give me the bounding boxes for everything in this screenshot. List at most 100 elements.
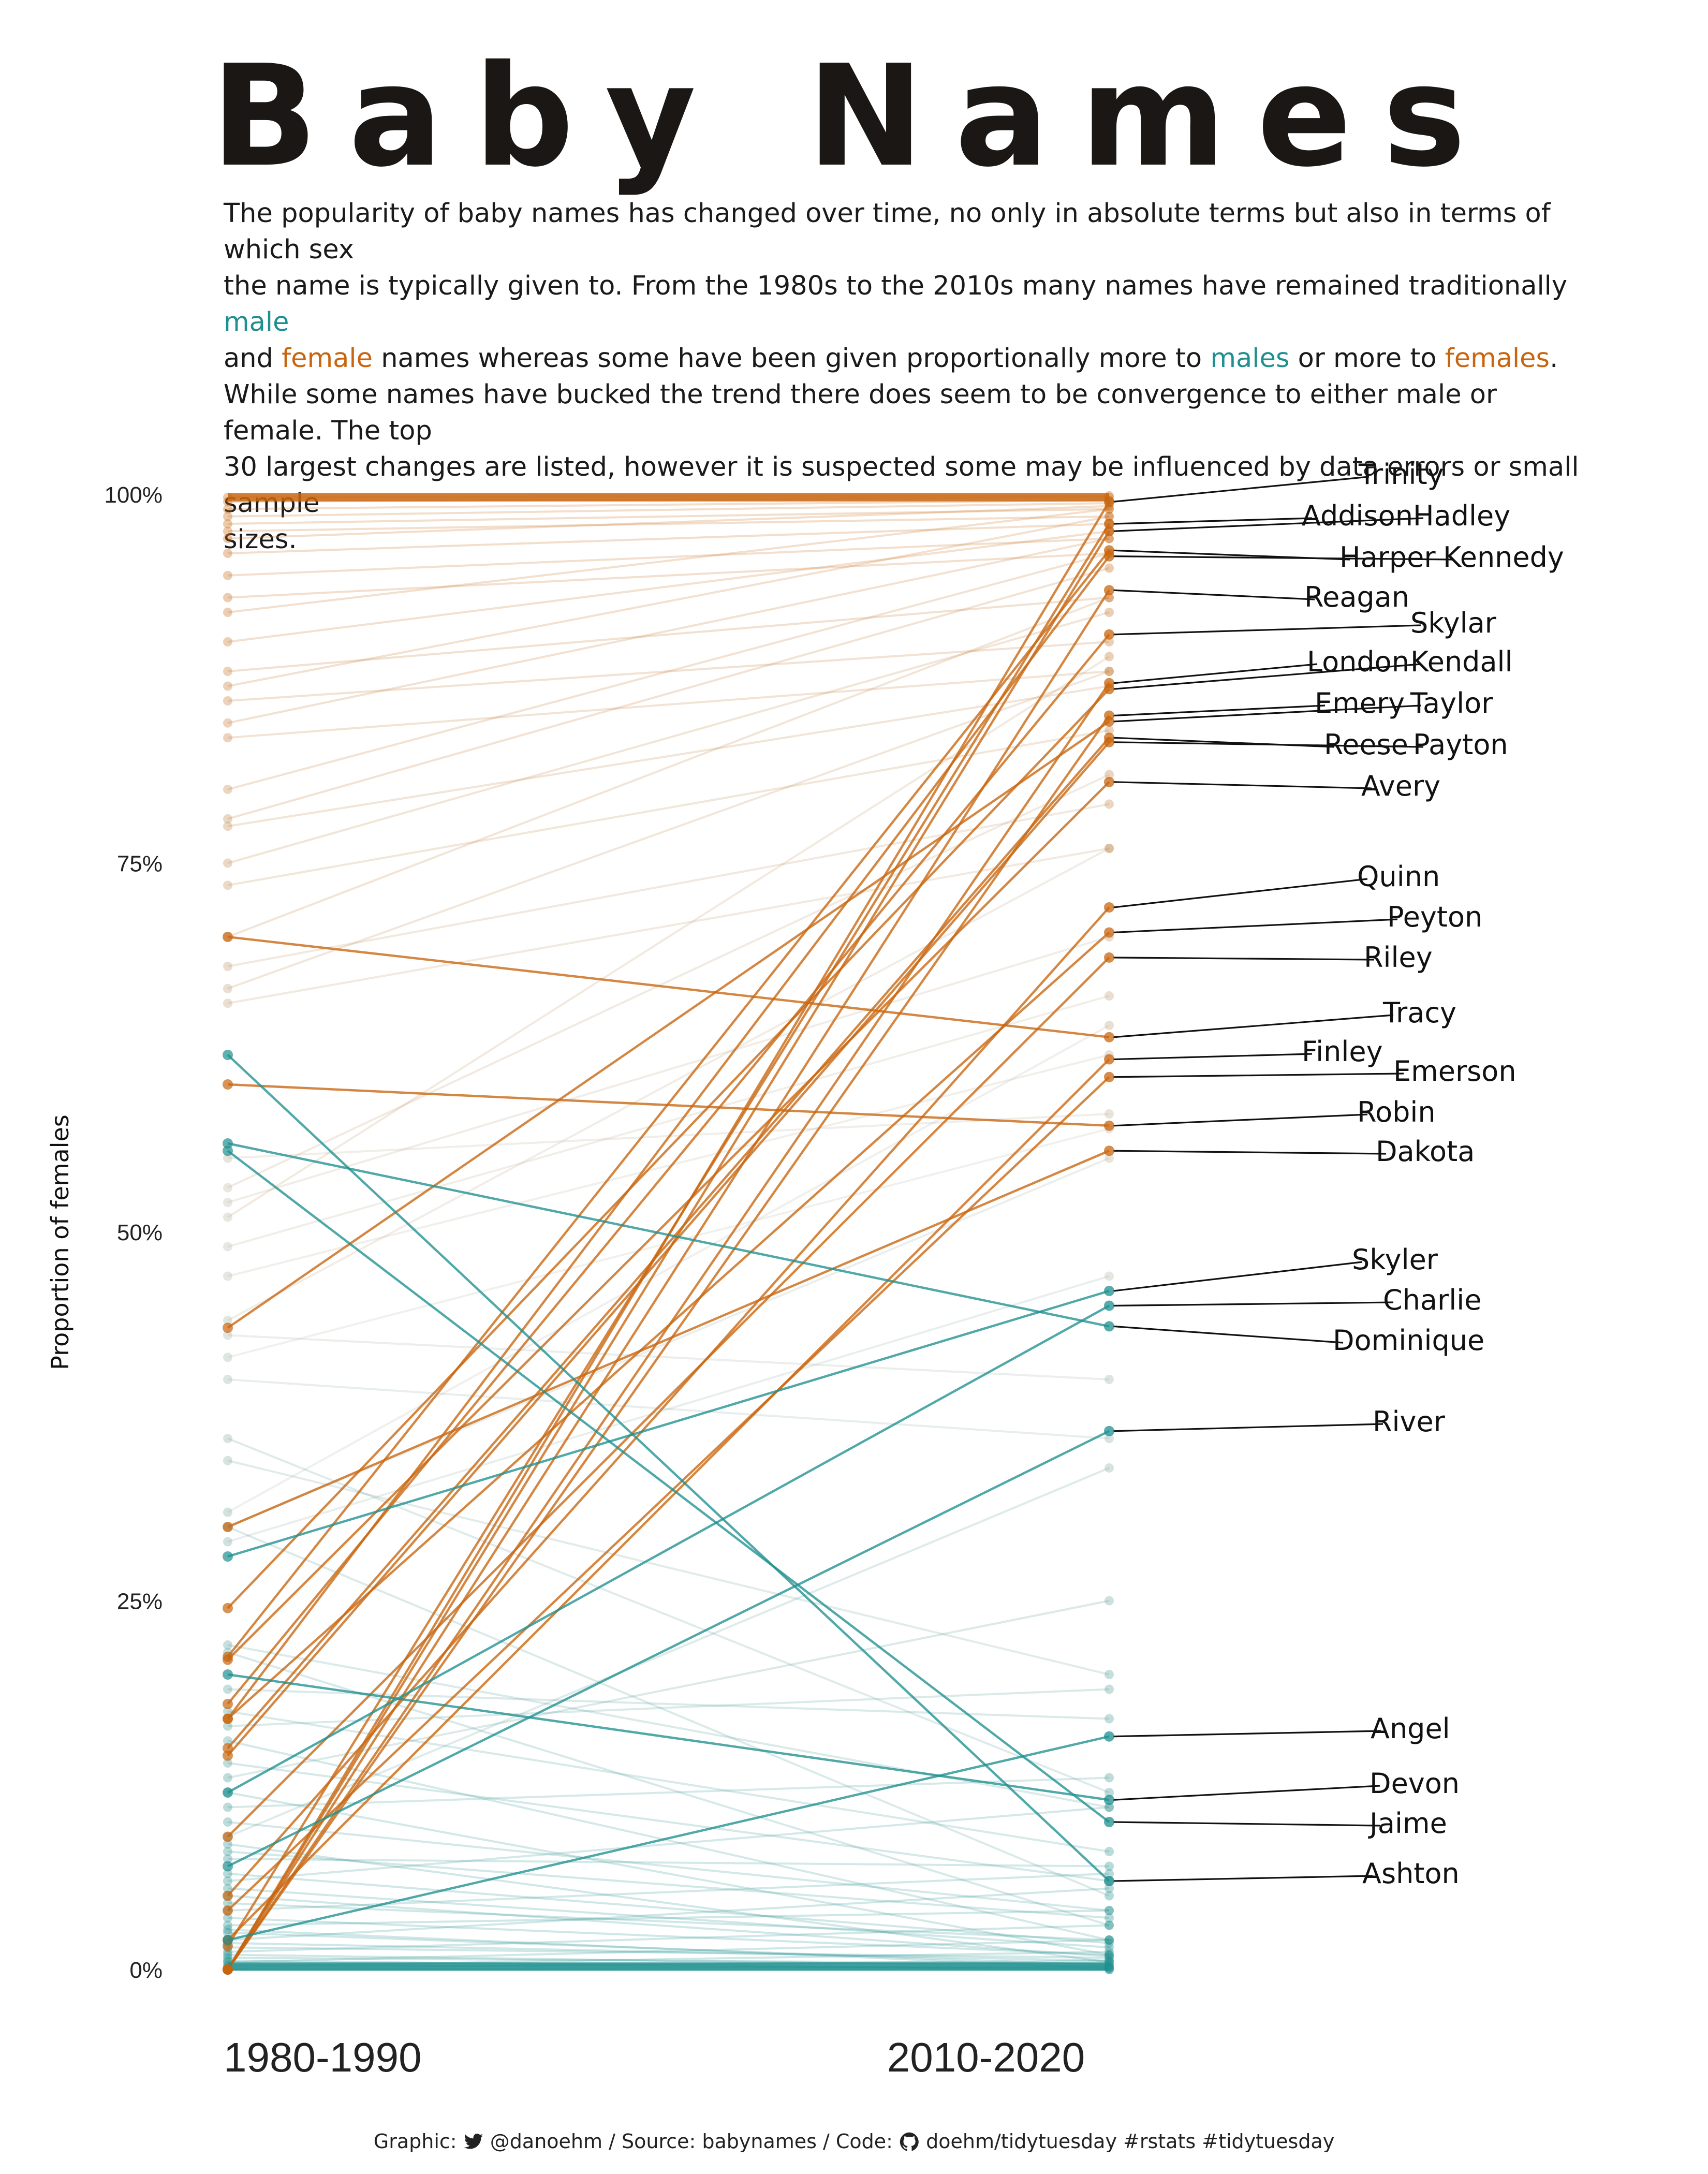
background-line — [227, 729, 1110, 887]
start-point — [223, 1802, 232, 1812]
subtitle: The popularity of baby names has changed… — [224, 196, 1590, 558]
background-line — [227, 1459, 1110, 1676]
background-line — [227, 1644, 1110, 1809]
background-line — [227, 1762, 1110, 1882]
background-line — [227, 508, 1110, 613]
start-point — [223, 511, 232, 521]
start-point — [223, 1953, 232, 1963]
highlight-start-point — [223, 1323, 233, 1333]
end-point — [1105, 1891, 1114, 1901]
background-line — [227, 641, 1110, 702]
background-line — [227, 655, 1110, 1218]
highlight-line — [227, 781, 1110, 1661]
end-point — [1105, 1773, 1114, 1783]
name-label: Peyton — [1387, 901, 1482, 933]
end-point — [1105, 1963, 1114, 1973]
highlight-start-point — [223, 1654, 233, 1665]
end-point — [1105, 652, 1114, 662]
name-label: Riley — [1364, 941, 1433, 974]
end-point — [1105, 1920, 1114, 1930]
background-line — [227, 523, 1110, 554]
background-line — [227, 1887, 1110, 1941]
end-point — [1105, 1962, 1114, 1972]
end-point — [1105, 1869, 1114, 1878]
background-line — [227, 1740, 1110, 1941]
background-line — [227, 1931, 1110, 1966]
subtitle-line-1: The popularity of baby names has changed… — [224, 198, 1551, 265]
name-label: Emerson — [1393, 1055, 1516, 1088]
end-point — [1105, 1906, 1114, 1915]
label-leader-line — [1113, 624, 1421, 636]
end-point — [1105, 1956, 1114, 1965]
background-line — [227, 1378, 1110, 1439]
start-point — [223, 1869, 232, 1878]
name-label: London — [1307, 645, 1409, 678]
end-point — [1105, 511, 1114, 521]
highlight-start-point — [223, 1831, 233, 1842]
name-label: Kennedy — [1443, 541, 1564, 574]
end-point — [1105, 511, 1114, 521]
highlight-line — [227, 1430, 1110, 1868]
background-line — [227, 1902, 1110, 1941]
highlight-start-point — [223, 1750, 233, 1761]
start-point — [223, 497, 232, 507]
highlight-line — [227, 931, 1110, 1720]
start-point — [223, 1898, 232, 1908]
start-point — [223, 696, 232, 706]
highlight-end-point — [1104, 1731, 1114, 1742]
background-line — [227, 611, 1110, 864]
end-point — [1105, 726, 1114, 735]
end-point — [1105, 1962, 1114, 1972]
background-line — [227, 1872, 1110, 1912]
start-point — [223, 1920, 232, 1930]
name-label: Ashton — [1362, 1857, 1460, 1890]
start-point — [223, 821, 232, 831]
background-line — [227, 508, 1110, 525]
background-line — [227, 502, 1110, 518]
highlight-start-point — [223, 1890, 233, 1901]
subtitle-line-3b: names whereas some have been given propo… — [372, 343, 1211, 374]
name-label: Addison — [1302, 500, 1413, 532]
background-line — [227, 1917, 1110, 1956]
label-leader-line — [1113, 1053, 1313, 1061]
highlight-end-point — [1104, 927, 1114, 938]
end-point — [1105, 770, 1114, 780]
start-point — [223, 1817, 232, 1827]
name-label: Kendall — [1410, 645, 1513, 678]
background-line — [227, 1887, 1110, 1949]
female-keyword: female — [282, 343, 373, 374]
highlight-end-point — [1104, 1876, 1114, 1886]
end-point — [1105, 1947, 1114, 1957]
end-point — [1105, 593, 1114, 603]
highlight-start-point — [223, 1079, 233, 1090]
background-line — [227, 596, 1110, 672]
highlight-end-point — [1104, 1817, 1114, 1827]
highlight-line — [227, 957, 1110, 1838]
highlight-end-point — [1104, 737, 1114, 747]
highlight-end-point — [1104, 1145, 1114, 1156]
highlight-start-point — [223, 1787, 233, 1798]
start-point — [223, 1854, 232, 1864]
end-point — [1105, 1956, 1114, 1965]
highlight-end-point — [1104, 1795, 1114, 1805]
end-point — [1105, 563, 1114, 573]
background-line — [227, 1024, 1110, 1514]
label-leader-line — [1113, 1875, 1373, 1882]
start-point — [223, 1434, 232, 1443]
subtitle-line-3d: . — [1550, 343, 1558, 374]
highlight-end-point — [1104, 551, 1114, 562]
highlight-start-point — [223, 1935, 233, 1945]
background-line — [227, 1437, 1110, 1794]
end-point — [1105, 637, 1114, 647]
name-label: Charlie — [1383, 1284, 1481, 1316]
start-point — [223, 1847, 232, 1856]
label-leader-line — [1113, 918, 1398, 934]
highlight-start-point — [223, 1861, 233, 1872]
highlight-end-point — [1104, 1032, 1114, 1042]
end-point — [1105, 667, 1114, 676]
end-point — [1105, 1153, 1114, 1163]
name-label: Emery — [1315, 687, 1405, 719]
name-label: Devon — [1370, 1767, 1460, 1800]
label-leader-line — [1113, 1821, 1380, 1827]
background-line — [227, 1791, 1110, 1956]
